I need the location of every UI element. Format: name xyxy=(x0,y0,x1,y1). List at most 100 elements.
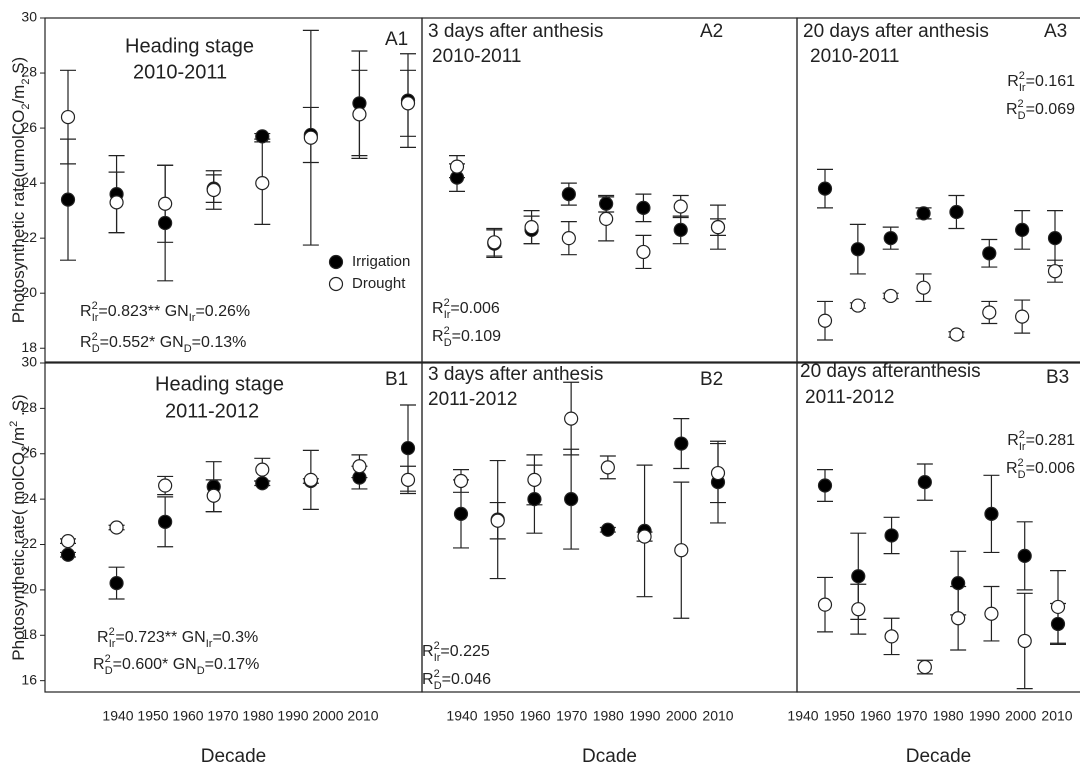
x-tick-label: 1960 xyxy=(860,708,891,724)
point xyxy=(673,199,688,214)
panel-id: B2 xyxy=(700,369,723,390)
y-tick-label: 26 xyxy=(21,119,37,135)
subscript: D xyxy=(105,665,113,677)
annotation: R2 D=0.600* GND=0.17% xyxy=(93,653,259,677)
point xyxy=(449,159,465,174)
text-part: =0.006 xyxy=(1026,460,1075,477)
point xyxy=(710,465,726,481)
text-part: R xyxy=(1007,432,1019,449)
superscript: 2 xyxy=(105,653,111,665)
point xyxy=(949,327,964,342)
point xyxy=(60,547,76,562)
point xyxy=(916,280,931,295)
subscript: 2 xyxy=(20,104,32,110)
y-axis-title: Photosynthetic rate( molCO2/m2 .S) xyxy=(8,394,32,660)
superscript: 2 xyxy=(434,668,440,680)
annotation: R2 Ir=0.225 xyxy=(422,640,490,664)
annotation: R2 Ir=0.723** GNIr=0.3% xyxy=(97,626,258,650)
point xyxy=(951,611,966,626)
subscript: D xyxy=(184,343,192,355)
point xyxy=(453,473,469,489)
point xyxy=(352,459,367,474)
point xyxy=(527,492,542,507)
x-tick-label: 1940 xyxy=(787,708,818,724)
text-part: .S) xyxy=(9,57,28,79)
superscript: 2 xyxy=(92,300,98,312)
subscript: Ir xyxy=(1019,82,1026,94)
point xyxy=(710,220,726,235)
text-part: R xyxy=(432,300,444,317)
y-tick-label: 30 xyxy=(21,354,37,370)
point xyxy=(600,522,615,537)
x-tick-label: 1980 xyxy=(242,708,273,724)
x-tick-label: 1990 xyxy=(277,708,308,724)
x-tick-label: 1970 xyxy=(207,708,238,724)
x-axis-title: Dcade xyxy=(582,746,637,767)
y-tick-label: 24 xyxy=(21,490,37,506)
x-tick-label: 2010 xyxy=(702,708,733,724)
subscript: D xyxy=(92,343,100,355)
superscript: 2 xyxy=(444,297,450,309)
point xyxy=(158,196,173,211)
x-tick-label: 2000 xyxy=(666,708,697,724)
x-tick-label: 1980 xyxy=(933,708,964,724)
x-tick-label: 1960 xyxy=(520,708,551,724)
x-tick-label: 1960 xyxy=(172,708,203,724)
text-part: .S) xyxy=(9,394,28,420)
x-tick-label: 1980 xyxy=(593,708,624,724)
text-part: =0.26% xyxy=(195,303,250,320)
x-tick-label: 1970 xyxy=(896,708,927,724)
text-part: =0.823** GN xyxy=(98,303,188,320)
point xyxy=(400,440,416,456)
panel-title: 2011-2012 xyxy=(805,387,894,408)
text-part: R xyxy=(1006,101,1018,118)
point xyxy=(255,176,270,191)
panel-title: Heading stage xyxy=(155,373,284,395)
point xyxy=(883,231,898,246)
text-part: Photosynthetic rate(umolCO xyxy=(9,110,28,324)
point xyxy=(487,235,502,250)
x-tick-label: 2000 xyxy=(312,708,343,724)
x-tick-label: 1990 xyxy=(629,708,660,724)
x-tick-label: 1970 xyxy=(556,708,587,724)
point xyxy=(1050,599,1066,615)
point xyxy=(490,513,505,528)
text-part: R xyxy=(432,328,444,345)
subscript: D xyxy=(1018,110,1026,122)
text-part: R xyxy=(422,671,434,688)
subscript: D xyxy=(197,665,205,677)
point xyxy=(951,575,966,591)
panel-id: B3 xyxy=(1046,367,1069,388)
text-part: =0.225 xyxy=(440,643,489,660)
point xyxy=(352,107,367,122)
subscript: Ir xyxy=(189,312,196,324)
text-part: /m xyxy=(9,427,28,446)
subscript: D xyxy=(1018,469,1026,481)
text-part: R xyxy=(1007,73,1019,90)
text-part: R xyxy=(97,629,109,646)
point xyxy=(303,130,318,145)
text-part: =0.046 xyxy=(442,671,491,688)
x-tick-label: 1950 xyxy=(137,708,168,724)
point xyxy=(400,96,416,111)
panel-title: 2011-2012 xyxy=(165,400,259,422)
point xyxy=(109,520,124,535)
x-tick-label: 2010 xyxy=(1041,708,1072,724)
point xyxy=(982,305,997,320)
point xyxy=(674,436,689,451)
x-tick-label: 1950 xyxy=(824,708,855,724)
y-tick-label: 24 xyxy=(21,174,37,190)
point xyxy=(561,187,576,202)
panel-id: A3 xyxy=(1044,21,1067,42)
superscript: 2 xyxy=(1019,70,1025,82)
panel-frame xyxy=(796,362,1080,693)
subscript: Ir xyxy=(444,309,451,321)
panel-title: 3 days after anthesis xyxy=(428,364,603,385)
text-part: =0.069 xyxy=(1026,101,1075,118)
panel-title: 2010-2011 xyxy=(133,61,227,83)
y-tick-label: 18 xyxy=(21,339,37,355)
subscript: Ir xyxy=(1019,441,1026,453)
x-tick-label: 1940 xyxy=(102,708,133,724)
panel-title: 20 days afteranthesis xyxy=(800,361,981,382)
text-part: =0.109 xyxy=(452,328,501,345)
